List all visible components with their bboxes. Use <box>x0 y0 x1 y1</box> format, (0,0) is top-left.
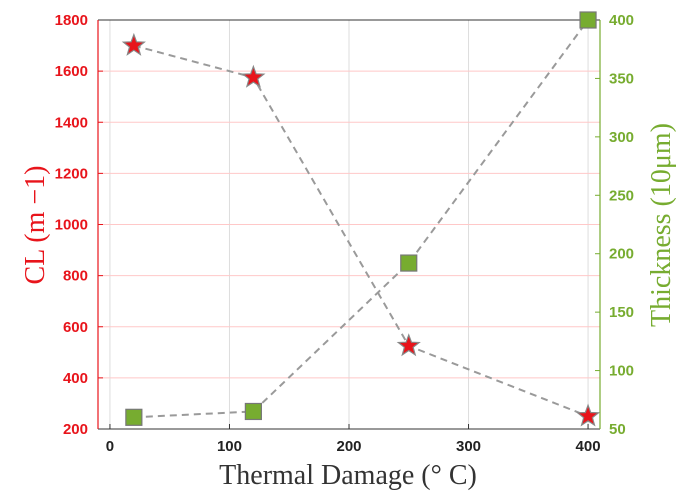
y-axis-label-left: CL (m −1) <box>20 166 51 285</box>
x-tick-label: 0 <box>106 438 114 455</box>
axes <box>97 19 601 430</box>
y-left-tick-label: 400 <box>63 370 88 387</box>
x-axis-label: Thermal Damage (° C) <box>219 460 477 491</box>
y-right-tick-label: 400 <box>609 12 634 29</box>
cl-star-marker <box>575 403 601 427</box>
thickness-square-marker <box>244 402 262 421</box>
thickness-square-marker <box>400 254 418 272</box>
y-left-tick-label: 600 <box>63 319 88 336</box>
y-right-tick-label: 300 <box>609 129 634 146</box>
y-left-tick-label: 1200 <box>55 165 88 182</box>
y-right-tick-label: 50 <box>609 421 626 438</box>
y-right-tick-label: 250 <box>609 187 634 204</box>
x-tick-label: 100 <box>217 438 242 455</box>
thickness-square-marker <box>125 408 143 426</box>
y-right-tick-label: 100 <box>609 363 634 380</box>
cl-star-marker <box>241 64 266 88</box>
cl-series-line <box>133 44 589 418</box>
y-left-tick-label: 800 <box>63 268 88 285</box>
x-tick-label: 200 <box>336 438 361 455</box>
thickness-series-line <box>133 19 589 419</box>
y-left-tick-label: 1800 <box>55 12 88 29</box>
cl-star-marker <box>121 32 146 56</box>
x-tick-label: 400 <box>576 438 601 455</box>
y-right-tick-label: 350 <box>609 70 634 87</box>
y-left-tick-label: 1600 <box>55 63 88 80</box>
x-tick-label: 300 <box>456 438 481 455</box>
y-left-tick-label: 1000 <box>55 217 88 234</box>
y-left-tick-label: 200 <box>63 421 88 438</box>
y-left-tick-label: 1400 <box>55 114 88 131</box>
grid <box>98 19 600 430</box>
series-markers <box>121 11 601 427</box>
y-axis-label-right: Thickness (10μm) <box>646 123 677 327</box>
tick-labels: 0 100 200 300 400 200 400 600 800 1000 1200 1400 160… <box>55 12 634 455</box>
series-lines <box>133 19 589 419</box>
cl-star-marker <box>396 333 421 357</box>
y-right-tick-label: 150 <box>609 304 634 321</box>
thickness-square-marker <box>579 11 597 29</box>
y-right-tick-label: 200 <box>609 246 634 263</box>
